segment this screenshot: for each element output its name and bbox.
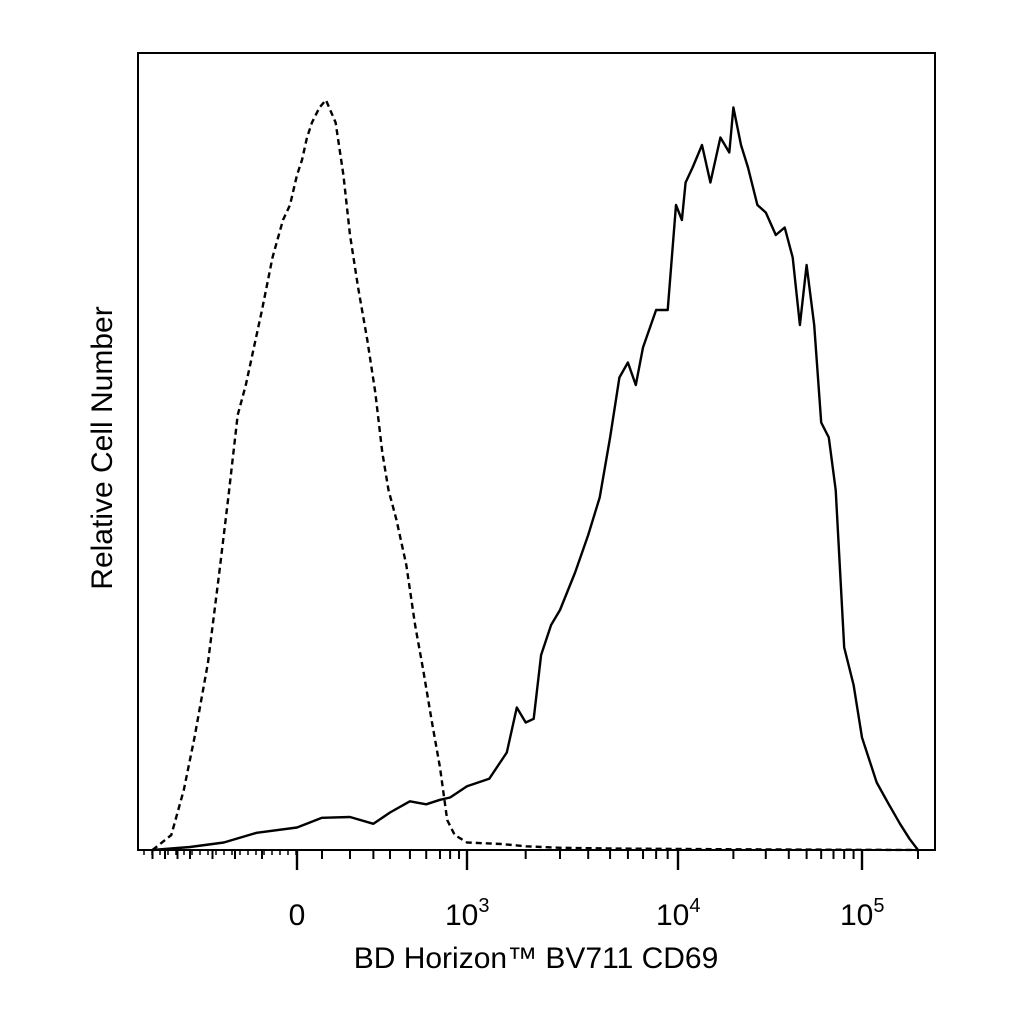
x-minor-ticks	[143, 850, 919, 859]
x-tick-label: 103	[445, 895, 490, 932]
x-axis-label: BD Horizon™ BV711 CD69	[354, 942, 719, 975]
x-major-ticks	[295, 850, 864, 870]
x-tick-label: 104	[656, 895, 701, 932]
plot-frame	[137, 52, 936, 851]
series-line-dashed	[151, 98, 919, 852]
series-line-solid	[152, 106, 919, 852]
series-layer	[151, 98, 919, 852]
x-tick-label: 105	[840, 895, 885, 932]
x-tick-label: 0	[289, 899, 306, 932]
x-tick-labels: 0 103 104 105	[289, 895, 885, 932]
y-axis-label: Relative Cell Number	[86, 306, 119, 589]
